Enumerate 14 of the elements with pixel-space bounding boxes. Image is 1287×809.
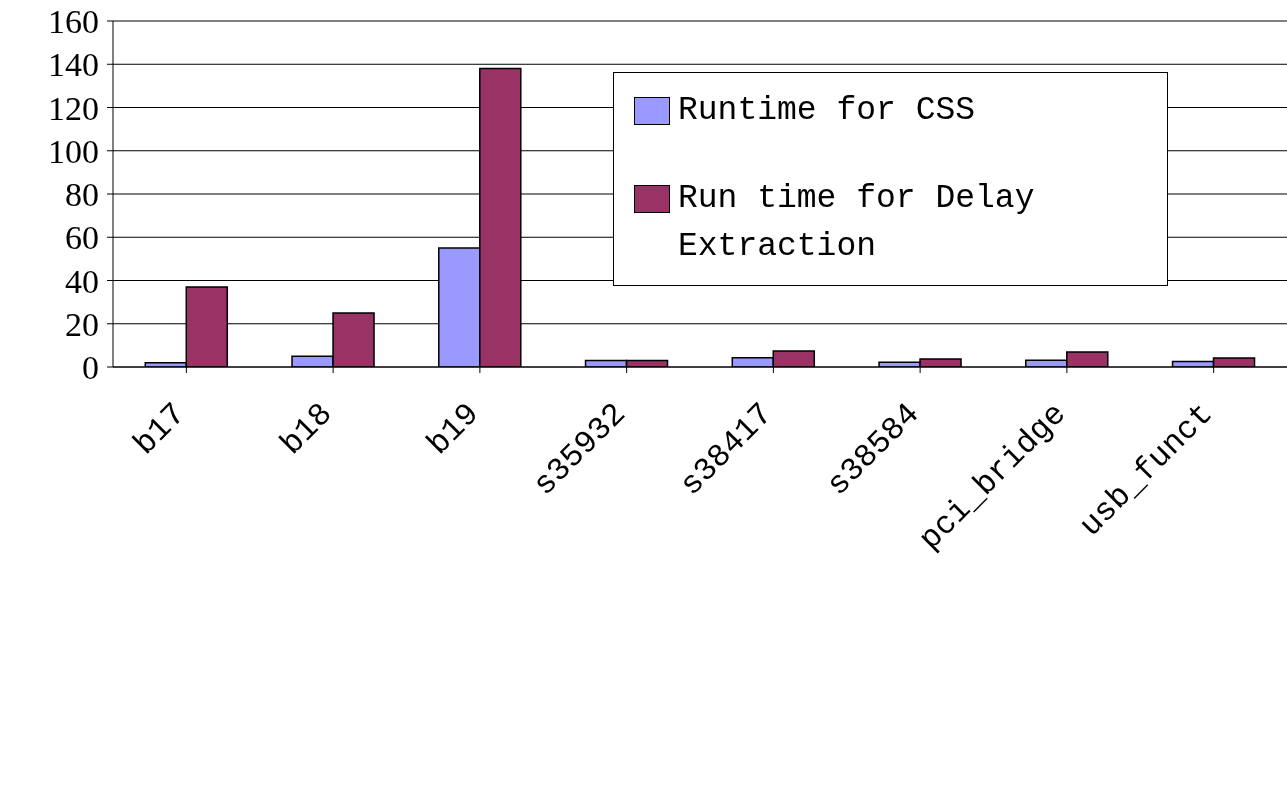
- y-tick-label: 120: [48, 89, 99, 127]
- y-tick-label: 40: [65, 262, 99, 300]
- y-tick-label: 160: [48, 3, 99, 41]
- legend-label: Run time for Delay Extraction: [678, 179, 1036, 267]
- legend-label: Runtime for CSS: [678, 91, 976, 131]
- y-tick-label: 60: [65, 219, 99, 257]
- x-tick-label: b19: [420, 395, 487, 463]
- y-tick-label: 20: [65, 305, 99, 343]
- y-tick-label: 140: [48, 46, 99, 84]
- y-tick-label: 0: [82, 349, 99, 387]
- x-tick-label: b17: [126, 395, 194, 463]
- y-tick-label: 80: [65, 176, 99, 214]
- x-tick-label: b18: [273, 395, 341, 463]
- y-tick-label: 100: [48, 132, 99, 170]
